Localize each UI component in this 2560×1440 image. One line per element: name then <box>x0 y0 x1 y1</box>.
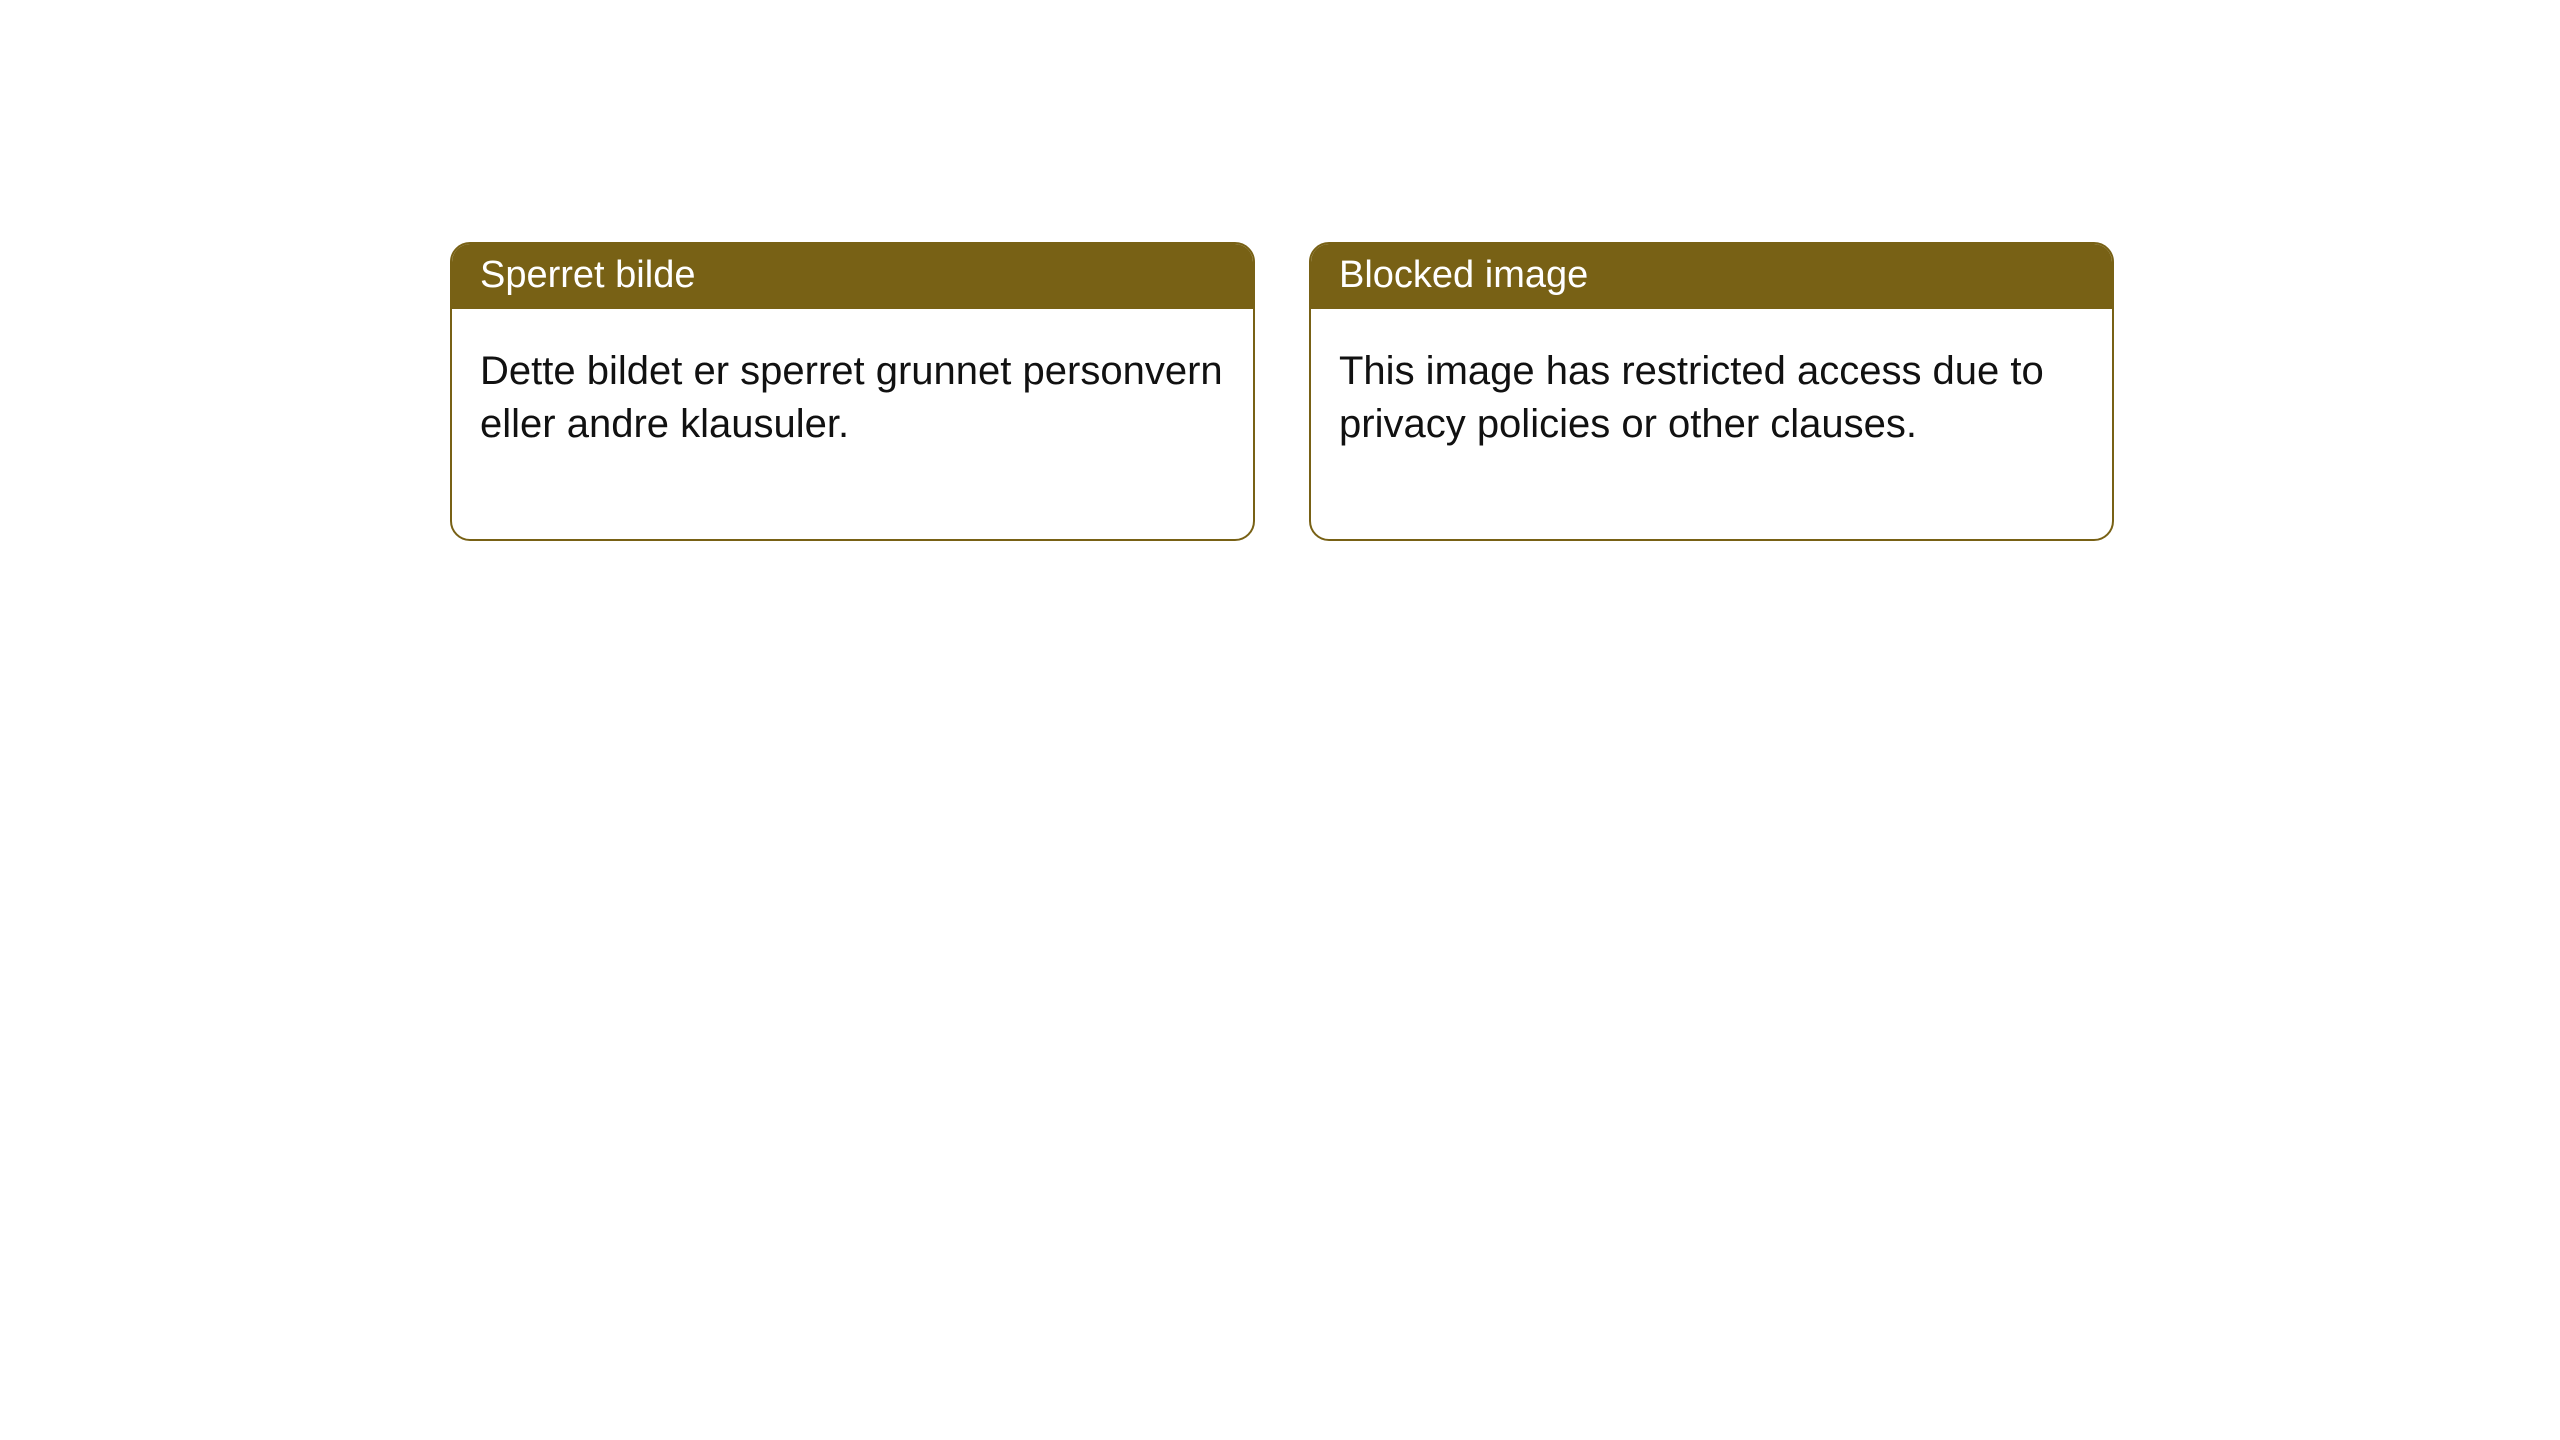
notice-card-header: Blocked image <box>1311 244 2112 309</box>
notice-card-body: Dette bildet er sperret grunnet personve… <box>452 309 1253 539</box>
notice-card-1: Blocked image This image has restricted … <box>1309 242 2114 541</box>
notice-container: Sperret bilde Dette bildet er sperret gr… <box>0 0 2560 541</box>
notice-card-header: Sperret bilde <box>452 244 1253 309</box>
notice-body-text: This image has restricted access due to … <box>1339 349 2044 446</box>
notice-title: Blocked image <box>1339 254 1588 296</box>
notice-body-text: Dette bildet er sperret grunnet personve… <box>480 349 1223 446</box>
notice-card-body: This image has restricted access due to … <box>1311 309 2112 539</box>
notice-title: Sperret bilde <box>480 254 695 296</box>
notice-card-0: Sperret bilde Dette bildet er sperret gr… <box>450 242 1255 541</box>
